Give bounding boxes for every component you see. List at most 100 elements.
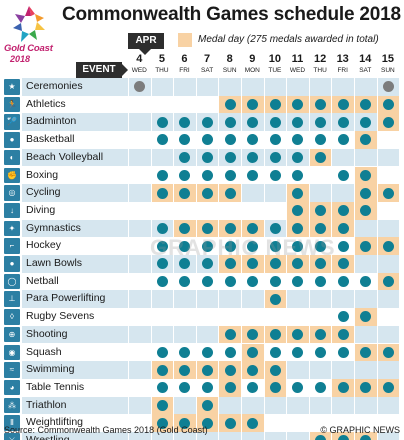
session-dot xyxy=(360,382,372,394)
event-row: ● Lawn Bowls xyxy=(0,255,404,273)
session-dot xyxy=(292,329,304,341)
schedule-cell xyxy=(354,325,377,344)
schedule-cell xyxy=(241,290,264,309)
schedule-cell xyxy=(195,308,219,326)
schedule-cell xyxy=(195,78,219,96)
schedule-cell xyxy=(128,432,151,440)
schedule-cell xyxy=(263,148,287,167)
session-dot xyxy=(337,258,349,270)
session-dot xyxy=(315,152,327,164)
session-dot xyxy=(292,258,304,270)
day-cells xyxy=(128,361,400,379)
medal-day-cell xyxy=(195,361,219,379)
schedule-cell xyxy=(354,361,377,379)
medal-day-cell xyxy=(286,325,309,344)
row-stripe xyxy=(22,255,128,273)
medal-day-cell xyxy=(354,184,377,202)
beach-volleyball-icon: ◐ xyxy=(4,149,20,166)
medal-day-cell xyxy=(354,237,377,255)
session-dot xyxy=(360,346,372,358)
session-dot xyxy=(337,346,349,358)
session-dot xyxy=(269,240,281,252)
medal-day-cell xyxy=(354,166,377,185)
session-dot xyxy=(292,240,304,252)
schedule-cell xyxy=(128,113,151,132)
day-number: 15 xyxy=(381,53,395,65)
ceremony-icon: ★ xyxy=(4,79,20,95)
session-dot xyxy=(315,382,327,394)
session-dot xyxy=(292,116,304,128)
medal-day-cell xyxy=(150,414,174,432)
day-cells xyxy=(128,343,400,362)
schedule-cell xyxy=(195,148,219,167)
event-name: Weightlifting xyxy=(26,416,84,429)
session-dot xyxy=(360,187,372,199)
day-cells xyxy=(128,219,400,238)
schedule-cell xyxy=(195,95,219,114)
session-dot xyxy=(156,399,168,411)
event-row: ⚔ Wrestling xyxy=(0,432,404,440)
day-cells xyxy=(128,201,400,220)
row-stripe xyxy=(22,184,128,202)
schedule-cell xyxy=(195,432,219,440)
row-stripe xyxy=(22,396,128,415)
medal-day-cell xyxy=(218,325,241,344)
session-dot xyxy=(269,346,281,358)
session-dot xyxy=(156,240,168,252)
shooting-icon: ⊕ xyxy=(4,326,20,343)
schedule-cell xyxy=(263,166,287,185)
session-dot xyxy=(337,435,349,440)
logo-mark-icon xyxy=(13,6,45,42)
schedule-cell xyxy=(195,325,219,344)
session-dot xyxy=(315,134,327,146)
medal-day-cell xyxy=(376,113,400,132)
day-weekday: SUN xyxy=(222,67,237,74)
schedule-cell xyxy=(218,272,241,291)
session-dot xyxy=(202,134,214,146)
day-cells xyxy=(128,184,400,202)
session-dot xyxy=(247,329,259,341)
event-name: Hockey xyxy=(26,239,62,252)
schedule-cell xyxy=(241,272,264,291)
schedule-cell xyxy=(376,219,400,238)
session-dot xyxy=(156,276,168,288)
schedule-cell xyxy=(354,396,377,415)
day-cells xyxy=(128,414,400,432)
day-column-header: 10 TUE xyxy=(264,52,287,78)
schedule-cell xyxy=(331,237,354,255)
session-dot xyxy=(202,169,214,181)
session-dot xyxy=(247,134,259,146)
session-dot xyxy=(247,99,259,111)
day-number: 11 xyxy=(291,53,304,65)
medal-day-cell xyxy=(354,378,377,397)
medal-day-cell xyxy=(331,201,354,220)
session-dot xyxy=(156,169,168,181)
session-dot xyxy=(247,346,259,358)
session-dot xyxy=(179,169,191,181)
session-dot xyxy=(360,116,372,128)
session-dot xyxy=(179,187,191,199)
session-dot xyxy=(202,240,214,252)
event-name: Wrestling xyxy=(26,434,70,440)
session-dot xyxy=(360,134,372,146)
session-dot xyxy=(315,116,327,128)
medal-day-cell xyxy=(241,325,264,344)
para-powerlifting-icon: ⊥ xyxy=(4,291,20,307)
session-dot xyxy=(202,276,214,288)
medal-day-cell xyxy=(308,325,332,344)
schedule-cell xyxy=(173,343,196,362)
schedule-cell xyxy=(218,396,241,415)
medal-day-cell xyxy=(195,396,219,415)
schedule-cell xyxy=(128,325,151,344)
day-number: 10 xyxy=(268,53,282,65)
medal-day-cell xyxy=(286,201,309,220)
day-column-header: 15 SUN xyxy=(377,52,400,78)
event-row: ◉ Squash xyxy=(0,343,404,362)
schedule-cell xyxy=(241,396,264,415)
day-cells xyxy=(128,432,400,440)
schedule-cell xyxy=(263,308,287,326)
schedule-cell xyxy=(286,396,309,415)
schedule-cell xyxy=(308,166,332,185)
boxing-icon: ✊ xyxy=(4,167,20,183)
schedule-cell xyxy=(263,432,287,440)
